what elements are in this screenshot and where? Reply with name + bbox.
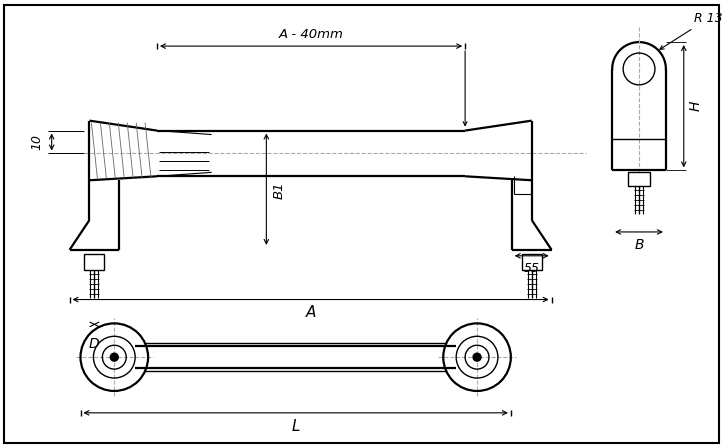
Text: A - 40mm: A - 40mm: [278, 28, 344, 41]
Circle shape: [111, 353, 119, 361]
Text: D: D: [89, 337, 100, 351]
Text: 55: 55: [523, 262, 539, 275]
Circle shape: [473, 353, 481, 361]
Text: R 13: R 13: [660, 12, 723, 49]
Text: H: H: [688, 101, 703, 112]
Text: 10: 10: [31, 134, 44, 150]
Bar: [628, 172, 650, 186]
Text: B: B: [634, 238, 644, 252]
Bar: [84, 254, 105, 270]
Text: A: A: [305, 306, 316, 320]
Text: L: L: [292, 419, 300, 434]
Bar: [522, 254, 542, 270]
Text: B1: B1: [273, 181, 285, 199]
